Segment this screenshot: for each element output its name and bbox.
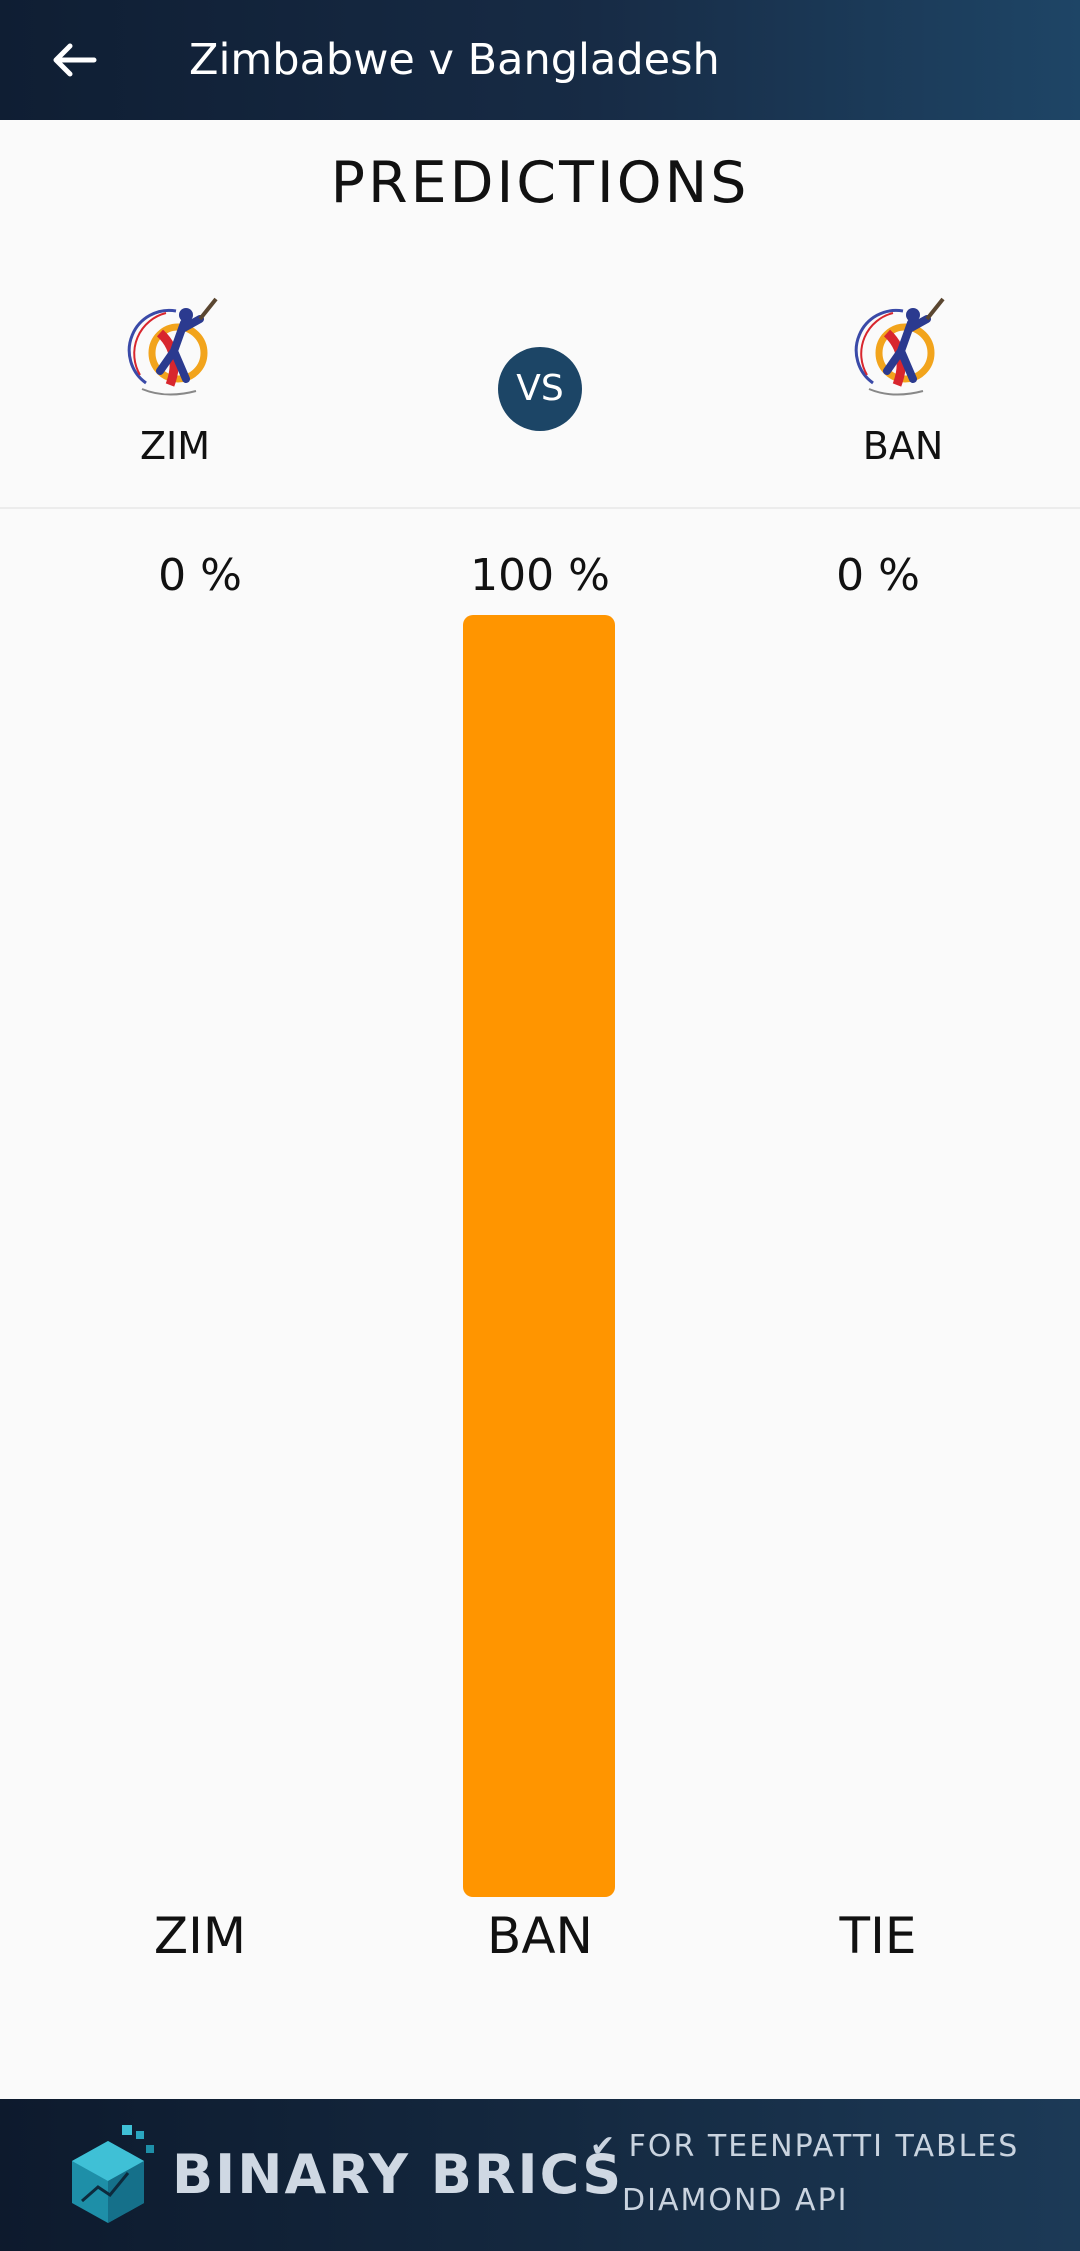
team1-name: ZIM xyxy=(139,424,211,468)
ban-percent: 100 % xyxy=(470,550,610,601)
tie-label: TIE xyxy=(839,1907,917,1965)
ban-bar-track xyxy=(463,615,615,1897)
brand-name: BINARY BRICS xyxy=(172,2143,624,2206)
team2-logo xyxy=(854,297,945,396)
page-title: Zimbabwe v Bangladesh xyxy=(189,35,720,85)
vs-badge: VS xyxy=(498,347,582,431)
tie-bar-track xyxy=(802,615,954,1897)
tie-percent: 0 % xyxy=(836,550,920,601)
predictions-heading: PREDICTIONS xyxy=(330,150,750,216)
zim-bar-track xyxy=(124,615,276,1897)
zim-percent: 0 % xyxy=(158,550,242,601)
ban-label: BAN xyxy=(487,1907,593,1965)
app-bar: Zimbabwe v Bangladesh xyxy=(0,0,1080,120)
divider xyxy=(0,507,1080,509)
hexagon-cube-logo xyxy=(72,2125,154,2223)
arrow-left-icon xyxy=(53,43,97,77)
ad-banner[interactable]: BINARY BRICS ✔ FOR TEENPATTI TABLES DIAM… xyxy=(0,2099,1080,2251)
team1-logo xyxy=(127,297,218,396)
promo-line-2: DIAMOND API xyxy=(622,2183,849,2218)
ban-bar xyxy=(463,615,615,1897)
team2-name: BAN xyxy=(862,424,944,468)
promo-line-1: ✔ FOR TEENPATTI TABLES xyxy=(590,2129,1020,2164)
back-button[interactable] xyxy=(44,30,104,90)
zim-label: ZIM xyxy=(153,1907,247,1965)
